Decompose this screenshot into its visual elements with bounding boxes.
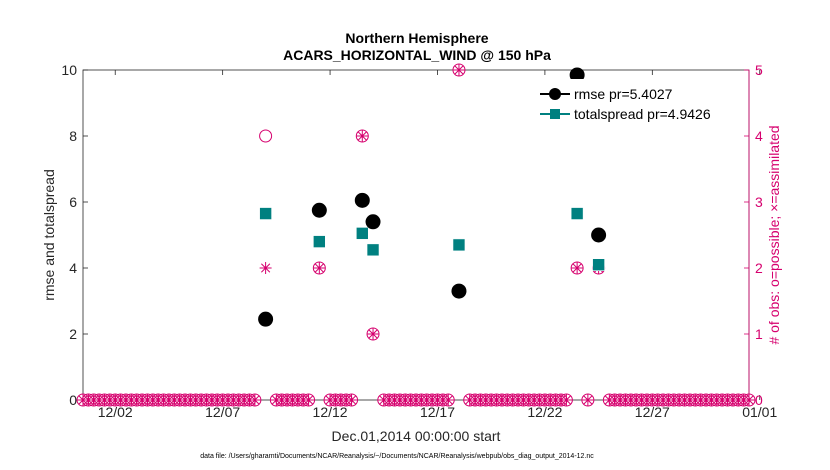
- y-tick-label: 2: [69, 326, 77, 342]
- chart-subtitle: ACARS_HORIZONTAL_WIND @ 150 hPa: [283, 47, 551, 63]
- rmse-point: [591, 227, 607, 243]
- obs-assimilated-marker: [571, 262, 584, 274]
- y-tick-label: 6: [69, 194, 77, 210]
- obs-assimilated-marker: [313, 262, 326, 274]
- totalspread-point: [366, 243, 380, 257]
- rmse-point: [354, 192, 370, 208]
- y-right-tick-label: 5: [755, 62, 763, 78]
- legend-rmse-label: rmse pr=5.4027: [574, 86, 673, 102]
- y-right-tick-label: 2: [755, 260, 763, 276]
- totalspread-point: [313, 235, 326, 248]
- obs-assimilated-zero-marker: [743, 394, 755, 406]
- y-axis-right: 0 1 2 3 4 5: [744, 62, 763, 408]
- totalspread-point: [259, 207, 272, 220]
- legend-box: [536, 79, 745, 129]
- y-tick-label: 8: [69, 128, 77, 144]
- x-tick-label: 12/07: [205, 404, 240, 420]
- data-file-footnote: data file: /Users/gharamti/Documents/NCA…: [200, 453, 594, 460]
- x-tick-label: 12/17: [420, 404, 455, 420]
- rmse-point: [569, 67, 585, 83]
- obs-assimilated-zero-marker: [248, 394, 261, 406]
- data-series: [258, 67, 607, 327]
- x-tick-label: 01/01: [742, 404, 777, 420]
- legend-totalspread-label: totalspread pr=4.9426: [574, 106, 711, 122]
- obs-count-markers: [76, 63, 756, 407]
- y-right-tick-label: 4: [755, 128, 763, 144]
- obs-assimilated-marker: [367, 328, 380, 340]
- totalspread-point: [355, 227, 369, 240]
- obs-assimilated-zero-marker: [442, 394, 455, 406]
- y-axis-left: 0 2 4 6 8 10: [61, 62, 88, 408]
- y-tick-label: 10: [61, 62, 77, 78]
- obs-assimilated-zero-marker: [581, 394, 594, 406]
- y-axis-label: rmse and totalspread: [41, 169, 57, 301]
- obs-possible-marker: [259, 129, 273, 143]
- rmse-point: [311, 202, 327, 218]
- x-tick-label: 12/12: [313, 404, 348, 420]
- y-tick-label: 0: [69, 392, 77, 408]
- x-tick-label: 12/27: [635, 404, 670, 420]
- obs-assimilated-zero-marker: [302, 394, 315, 406]
- legend: rmse pr=5.4027 totalspread pr=4.9426: [536, 79, 745, 129]
- obs-assimilated-marker: [259, 262, 272, 274]
- x-tick-label: 12/22: [527, 404, 562, 420]
- rmse-point: [451, 283, 467, 299]
- totalspread-point: [570, 207, 584, 220]
- obs-assimilated-marker: [452, 64, 465, 76]
- rmse-point: [365, 214, 381, 230]
- obs-assimilated-zero-marker: [560, 394, 573, 406]
- y-right-tick-label: 3: [755, 194, 763, 210]
- y-tick-label: 4: [69, 260, 77, 276]
- totalspread-point: [592, 258, 605, 272]
- chart-title: Northern Hemisphere: [345, 30, 488, 46]
- legend-totalspread-marker: [550, 109, 560, 119]
- x-axis-label: Dec.01,2014 00:00:00 start: [332, 428, 501, 444]
- y-right-tick-label: 0: [755, 392, 763, 408]
- totalspread-point: [452, 238, 466, 252]
- rmse-point: [258, 311, 274, 327]
- y-axis-right-label: # of obs: o=possible; ×=assimilated: [766, 125, 782, 344]
- obs-assimilated-zero-marker: [345, 394, 358, 406]
- legend-rmse-marker: [549, 88, 561, 100]
- x-tick-label: 12/02: [98, 404, 133, 420]
- obs-assimilated-marker: [356, 130, 369, 142]
- y-right-tick-label: 1: [755, 326, 763, 342]
